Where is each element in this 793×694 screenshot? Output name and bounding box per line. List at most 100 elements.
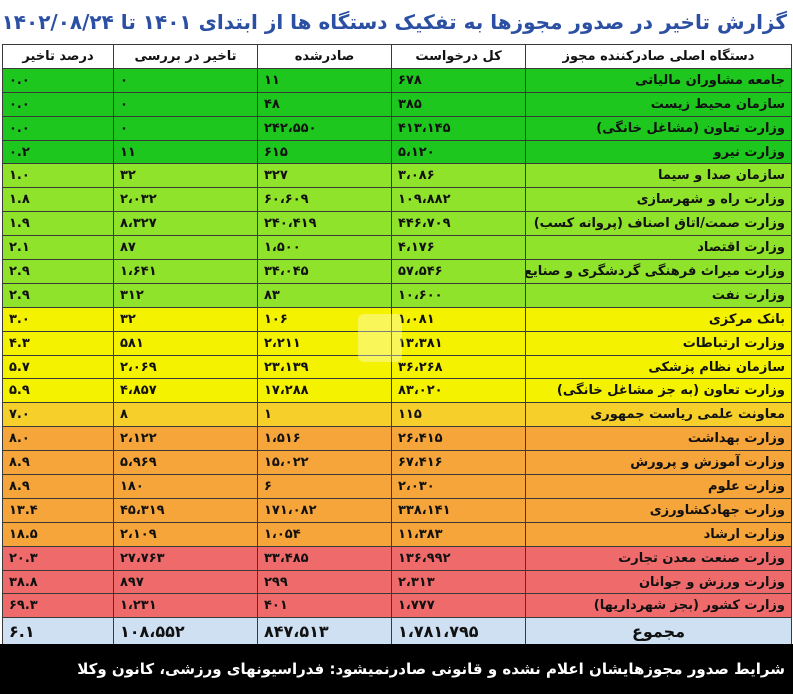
issued-count: ۳۲۷ <box>257 163 392 189</box>
issued-count: ۶ <box>257 474 392 499</box>
issued-count: ۱۰۶ <box>257 306 392 332</box>
delay-percent: ۱.۸ <box>2 187 114 213</box>
delayed-count: ۰ <box>113 67 258 93</box>
delayed-count: ۳۱۲ <box>113 282 258 308</box>
agency-name: سازمان صدا و سیما <box>525 163 792 189</box>
delayed-count: ۵۸۱ <box>113 330 258 356</box>
total-requests: ۵۷،۵۴۶ <box>391 259 526 284</box>
total-requests: ۶۷۸ <box>391 67 526 93</box>
agency-name: سازمان نظام پزشکی <box>525 354 792 380</box>
table-row: وزارت نیرو ۵،۱۲۰ ۶۱۵ ۱۱ ۰.۲ <box>2 139 792 165</box>
delayed-count: ۲،۱۲۲ <box>113 426 258 452</box>
total-label: مجموع <box>525 617 792 646</box>
agency-name: وزارت بهداشت <box>525 426 792 452</box>
table-row: سازمان محیط زیست ۳۸۵ ۴۸ ۰ ۰.۰ <box>2 91 792 117</box>
total-requests: ۱،۰۸۱ <box>391 306 526 332</box>
table-row: وزارت جهادکشاورزی ۳۳۸،۱۴۱ ۱۷۱،۰۸۲ ۴۵،۳۱۹ ۱۳.… <box>2 497 792 523</box>
header-delayed: تاخیر در بررسی <box>113 44 258 69</box>
delay-percent: ۳.۰ <box>2 306 114 332</box>
footer-note: شرایط صدور مجوزهایشان اعلام نشده و قانون… <box>0 644 793 694</box>
agency-name: وزارت صنعت معدن تجارت <box>525 545 792 571</box>
agency-name: جامعه مشاوران مالیاتی <box>525 67 792 93</box>
delayed-count: ۸۷ <box>113 235 258 261</box>
table-row: بانک مرکزی ۱،۰۸۱ ۱۰۶ ۳۲ ۳.۰ <box>2 306 792 332</box>
delayed-count: ۸،۳۲۷ <box>113 211 258 237</box>
delay-percent: ۸.۹ <box>2 474 114 499</box>
table-row: وزارت تعاون (مشاغل خانگی) ۴۱۳،۱۴۵ ۲۴۲،۵۵۰ ۰… <box>2 115 792 141</box>
total-delayed: ۱۰۸،۵۵۲ <box>113 617 258 646</box>
header-delay-percent: درصد تاخیر <box>2 44 114 69</box>
total-requests: ۱۰۹،۸۸۲ <box>391 187 526 213</box>
delay-percent: ۶۹.۳ <box>2 593 114 619</box>
total-percent: ۶.۱ <box>2 617 114 646</box>
table-row: وزارت میراث فرهنگی گردشگری و صنایع دستی۵… <box>2 259 792 284</box>
table-row: وزارت ارشاد ۱۱،۳۸۳ ۱،۰۵۴ ۲،۱۰۹ ۱۸.۵ <box>2 521 792 547</box>
table-row: وزارت ورزش و جوانان ۲،۳۱۳ ۲۹۹ ۸۹۷ ۳۸.۸ <box>2 569 792 595</box>
table-row: وزارت آموزش و پرورش ۶۷،۴۱۶ ۱۵،۰۲۲ ۵،۹۶۹ ۸.۹ <box>2 450 792 476</box>
delay-percent: ۵.۹ <box>2 378 114 404</box>
agency-name: وزارت اقتصاد <box>525 235 792 261</box>
delayed-count: ۰ <box>113 91 258 117</box>
issued-count: ۱۷،۲۸۸ <box>257 378 392 404</box>
delayed-count: ۱۸۰ <box>113 474 258 499</box>
table-body: جامعه مشاوران مالیاتی ۶۷۸ ۱۱ ۰ ۰.۰ سازمان محی… <box>2 67 792 619</box>
license-delay-table: دستگاه اصلی صادرکننده مجوز کل درخواست صا… <box>2 44 792 646</box>
total-requests: ۶۷،۴۱۶ <box>391 450 526 476</box>
header-total-requests: کل درخواست <box>391 44 526 69</box>
table-row: سازمان نظام پزشکی ۳۶،۲۶۸ ۲۳،۱۳۹ ۲،۰۶۹ ۵.۷ <box>2 354 792 380</box>
delayed-count: ۳۲ <box>113 306 258 332</box>
delay-percent: ۱۸.۵ <box>2 521 114 547</box>
delayed-count: ۲،۰۳۲ <box>113 187 258 213</box>
issued-count: ۴۸ <box>257 91 392 117</box>
delay-percent: ۲۰.۳ <box>2 545 114 571</box>
issued-count: ۶۱۵ <box>257 139 392 165</box>
agency-name: وزارت نفت <box>525 282 792 308</box>
total-requests: ۳،۰۸۶ <box>391 163 526 189</box>
delayed-count: ۸۹۷ <box>113 569 258 595</box>
agency-name: وزارت آموزش و پرورش <box>525 450 792 476</box>
total-requests: ۱۳،۳۸۱ <box>391 330 526 356</box>
table-row: وزارت علوم ۲،۰۳۰ ۶ ۱۸۰ ۸.۹ <box>2 474 792 499</box>
agency-name: وزارت ورزش و جوانان <box>525 569 792 595</box>
delayed-count: ۲۷،۷۶۳ <box>113 545 258 571</box>
delay-percent: ۸.۹ <box>2 450 114 476</box>
total-issued: ۸۴۷،۵۱۳ <box>257 617 392 646</box>
delay-percent: ۰.۲ <box>2 139 114 165</box>
agency-name: وزارت راه و شهرسازی <box>525 187 792 213</box>
issued-count: ۸۳ <box>257 282 392 308</box>
table-row: معاونت علمی ریاست جمهوری ۱۱۵ ۱ ۸ ۷.۰ <box>2 402 792 428</box>
total-requests: ۴۱۳،۱۴۵ <box>391 115 526 141</box>
delay-percent: ۱.۰ <box>2 163 114 189</box>
total-requests: ۱۱۵ <box>391 402 526 428</box>
issued-count: ۱،۵۱۶ <box>257 426 392 452</box>
issued-count: ۲۴۲،۵۵۰ <box>257 115 392 141</box>
issued-count: ۳۴،۰۴۵ <box>257 259 392 284</box>
total-requests: ۱۰،۶۰۰ <box>391 282 526 308</box>
delay-percent: ۳۸.۸ <box>2 569 114 595</box>
agency-name: وزارت تعاون (به جز مشاغل خانگی) <box>525 378 792 404</box>
delay-percent: ۲.۱ <box>2 235 114 261</box>
delayed-count: ۵،۹۶۹ <box>113 450 258 476</box>
delayed-count: ۳۲ <box>113 163 258 189</box>
agency-name: وزارت نیرو <box>525 139 792 165</box>
table-row: وزارت نفت ۱۰،۶۰۰ ۸۳ ۳۱۲ ۲.۹ <box>2 282 792 308</box>
delayed-count: ۴۵،۳۱۹ <box>113 497 258 523</box>
issued-count: ۱۱ <box>257 67 392 93</box>
agency-name: سازمان محیط زیست <box>525 91 792 117</box>
issued-count: ۱۷۱،۰۸۲ <box>257 497 392 523</box>
table-row: وزارت راه و شهرسازی ۱۰۹،۸۸۲ ۶۰،۶۰۹ ۲،۰۳۲ ۱.۸ <box>2 187 792 213</box>
table-row: وزارت تعاون (به جز مشاغل خانگی) ۸۳،۰۲۰ ۱۷،… <box>2 378 792 404</box>
total-requests: ۳۸۵ <box>391 91 526 117</box>
delay-percent: ۸.۰ <box>2 426 114 452</box>
table-row: وزارت ارتباطات ۱۳،۳۸۱ ۲،۲۱۱ ۵۸۱ ۴.۳ <box>2 330 792 356</box>
issued-count: ۶۰،۶۰۹ <box>257 187 392 213</box>
delayed-count: ۱،۶۴۱ <box>113 259 258 284</box>
issued-count: ۲۴۰،۴۱۹ <box>257 211 392 237</box>
table-row: وزارت اقتصاد ۴،۱۷۶ ۱،۵۰۰ ۸۷ ۲.۱ <box>2 235 792 261</box>
delay-percent: ۱۳.۴ <box>2 497 114 523</box>
issued-count: ۱،۵۰۰ <box>257 235 392 261</box>
table-row: جامعه مشاوران مالیاتی ۶۷۸ ۱۱ ۰ ۰.۰ <box>2 67 792 93</box>
delay-percent: ۰.۰ <box>2 115 114 141</box>
total-requests: ۲،۳۱۳ <box>391 569 526 595</box>
agency-name: وزارت ارتباطات <box>525 330 792 356</box>
